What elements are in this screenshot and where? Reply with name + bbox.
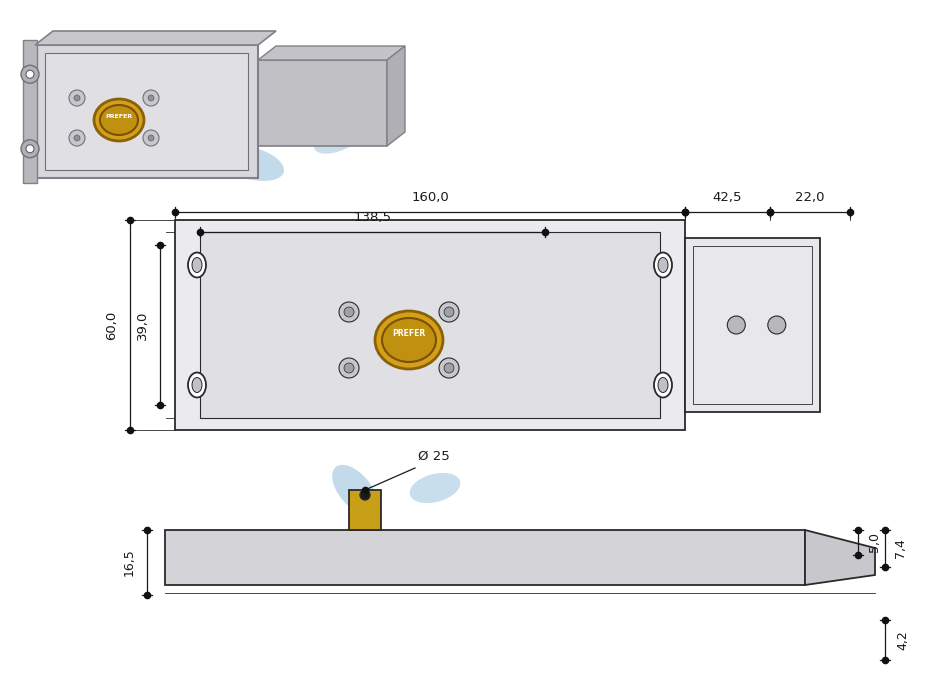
Bar — [165, 530, 805, 585]
Polygon shape — [805, 530, 875, 585]
Circle shape — [344, 363, 354, 373]
Circle shape — [74, 95, 80, 101]
Circle shape — [768, 316, 786, 334]
Bar — [693, 246, 812, 404]
Ellipse shape — [654, 372, 672, 398]
Text: 60,0: 60,0 — [105, 310, 118, 340]
Circle shape — [69, 130, 85, 146]
Text: PREFER: PREFER — [392, 330, 425, 339]
Circle shape — [444, 363, 454, 373]
Circle shape — [143, 90, 159, 106]
Text: 22,0: 22,0 — [795, 190, 825, 204]
Ellipse shape — [188, 372, 206, 398]
Circle shape — [148, 95, 154, 101]
Ellipse shape — [382, 318, 436, 362]
Circle shape — [727, 316, 746, 334]
Ellipse shape — [216, 145, 284, 181]
Ellipse shape — [658, 377, 668, 393]
Text: Ø 25: Ø 25 — [418, 449, 450, 463]
Bar — [200, 232, 660, 418]
Ellipse shape — [375, 311, 443, 369]
Text: 39,0: 39,0 — [136, 310, 149, 340]
Circle shape — [26, 70, 34, 78]
Circle shape — [74, 135, 80, 141]
Text: 160,0: 160,0 — [412, 190, 449, 204]
Ellipse shape — [465, 350, 556, 400]
Circle shape — [439, 302, 459, 322]
Polygon shape — [387, 46, 405, 146]
Ellipse shape — [410, 473, 460, 503]
Polygon shape — [35, 31, 276, 45]
Bar — [35, 45, 258, 178]
Circle shape — [339, 358, 359, 378]
Bar — [685, 238, 820, 412]
Text: 138,5: 138,5 — [354, 211, 392, 225]
Circle shape — [339, 302, 359, 322]
Ellipse shape — [192, 377, 202, 393]
Circle shape — [444, 307, 454, 317]
Circle shape — [344, 307, 354, 317]
Ellipse shape — [654, 253, 672, 277]
Ellipse shape — [658, 258, 668, 272]
Bar — [349, 490, 381, 530]
Text: 42,5: 42,5 — [713, 190, 742, 204]
Circle shape — [439, 358, 459, 378]
Polygon shape — [258, 46, 405, 60]
Ellipse shape — [192, 258, 202, 272]
Circle shape — [143, 130, 159, 146]
Text: 4,2: 4,2 — [897, 630, 910, 650]
Circle shape — [21, 140, 39, 158]
Bar — [205, 237, 655, 413]
Ellipse shape — [188, 253, 206, 277]
Circle shape — [69, 90, 85, 106]
Text: PREFER: PREFER — [105, 113, 132, 118]
Bar — [23, 40, 37, 183]
Text: 5,0: 5,0 — [868, 533, 881, 552]
Ellipse shape — [349, 267, 412, 302]
Ellipse shape — [94, 99, 144, 141]
Text: 16,5: 16,5 — [123, 549, 136, 576]
Ellipse shape — [100, 105, 138, 135]
Ellipse shape — [555, 283, 626, 328]
Circle shape — [26, 145, 34, 153]
Bar — [175, 220, 685, 430]
Ellipse shape — [314, 120, 366, 154]
Text: 7,4: 7,4 — [895, 538, 908, 559]
Bar — [45, 53, 248, 170]
Circle shape — [360, 490, 370, 500]
Ellipse shape — [234, 287, 306, 343]
Circle shape — [21, 65, 39, 83]
Ellipse shape — [332, 465, 378, 515]
Circle shape — [148, 135, 154, 141]
Bar — [258, 60, 387, 146]
